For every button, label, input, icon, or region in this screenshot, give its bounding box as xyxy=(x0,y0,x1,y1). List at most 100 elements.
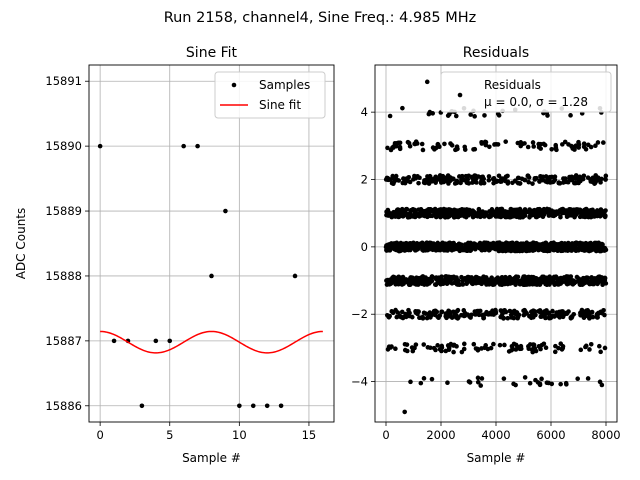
residual-point xyxy=(514,214,519,220)
residual-point xyxy=(475,379,481,385)
x-tick-label: 8000 xyxy=(591,428,620,442)
residual-point xyxy=(402,409,408,415)
residual-point xyxy=(399,206,405,212)
residual-point xyxy=(446,345,452,351)
residual-point xyxy=(518,346,524,352)
residual-point xyxy=(403,247,409,253)
residual-point xyxy=(460,282,466,287)
residual-point xyxy=(498,308,504,313)
residual-point xyxy=(385,209,391,215)
residual-point xyxy=(562,139,568,145)
residual-point xyxy=(429,179,435,184)
residual-point xyxy=(548,315,554,321)
residual-point xyxy=(490,211,496,217)
residual-point xyxy=(406,140,412,146)
residual-point xyxy=(443,311,449,316)
residual-point xyxy=(427,174,433,180)
residual-point xyxy=(587,241,593,246)
residual-point xyxy=(441,211,446,217)
residual-point xyxy=(494,241,500,247)
residual-point xyxy=(559,347,565,352)
residual-point xyxy=(502,245,507,251)
residual-point xyxy=(496,173,502,179)
data-layer xyxy=(383,79,609,415)
residual-point xyxy=(526,244,531,250)
residual-point xyxy=(437,347,443,352)
residual-point xyxy=(595,140,601,145)
residual-point xyxy=(482,240,487,246)
sample-point xyxy=(153,338,159,344)
residual-point xyxy=(503,139,509,144)
residual-point xyxy=(420,147,426,153)
residual-point xyxy=(583,147,589,152)
residual-point xyxy=(393,346,398,352)
residual-point xyxy=(574,274,580,280)
residual-point xyxy=(521,274,526,279)
residual-point xyxy=(598,349,603,355)
residual-point xyxy=(449,143,455,148)
residual-point xyxy=(467,279,473,284)
residual-point xyxy=(419,141,425,147)
residual-point xyxy=(519,176,525,182)
residual-point xyxy=(444,281,450,287)
legend-box xyxy=(440,71,612,113)
x-tick-label: 10 xyxy=(232,428,247,442)
residuals-axes: 0 2000 4000 6000 8000 −4 −2 0 2 4 Residuals Sample … xyxy=(351,45,621,465)
residual-point xyxy=(599,310,605,316)
residual-point xyxy=(498,179,503,184)
residual-point xyxy=(515,175,521,181)
residual-point xyxy=(385,313,391,319)
residual-point xyxy=(390,173,395,179)
residual-point xyxy=(603,177,608,182)
residual-point xyxy=(413,277,418,282)
residual-point xyxy=(487,144,492,150)
residual-point xyxy=(590,179,596,185)
residual-point xyxy=(416,207,421,212)
residual-point xyxy=(530,181,535,186)
residual-point xyxy=(513,382,518,388)
residual-point xyxy=(390,278,395,283)
residual-point xyxy=(417,175,422,181)
residual-point xyxy=(389,211,395,216)
residual-point xyxy=(544,277,550,283)
x-tick-label: 0 xyxy=(96,428,103,442)
residual-point xyxy=(437,174,443,180)
residual-point xyxy=(496,248,502,254)
residual-point xyxy=(536,141,541,147)
residual-point xyxy=(527,380,533,386)
residual-point xyxy=(456,242,462,247)
axes-title: Residuals xyxy=(463,45,529,61)
residual-point xyxy=(498,314,503,320)
residual-point xyxy=(434,213,440,219)
residual-point xyxy=(410,214,416,219)
residual-point xyxy=(494,210,500,216)
residual-point xyxy=(534,175,539,181)
residual-point xyxy=(493,307,498,313)
residual-point xyxy=(494,276,499,282)
residual-point xyxy=(541,248,546,253)
residual-point xyxy=(473,176,479,181)
residual-point xyxy=(436,247,441,253)
residual-point xyxy=(463,178,469,183)
residual-point xyxy=(406,213,411,219)
x-tick-label: 15 xyxy=(302,428,317,442)
residual-point xyxy=(480,313,485,318)
residual-point xyxy=(390,145,395,150)
residual-point xyxy=(598,247,604,252)
residual-point xyxy=(581,141,587,146)
residual-point xyxy=(510,180,515,186)
residual-point xyxy=(601,140,606,145)
sample-point xyxy=(278,403,284,409)
residual-point xyxy=(567,177,573,183)
residual-point xyxy=(453,278,458,284)
legend-samples-label: Samples xyxy=(259,78,310,92)
residual-point xyxy=(451,349,456,355)
residual-point xyxy=(463,245,468,251)
residual-point xyxy=(579,212,584,218)
residual-point xyxy=(549,147,554,152)
residual-point xyxy=(447,111,452,117)
residual-point xyxy=(539,280,544,285)
residual-point xyxy=(441,206,447,212)
residual-point xyxy=(482,113,487,118)
residual-point xyxy=(418,242,424,248)
